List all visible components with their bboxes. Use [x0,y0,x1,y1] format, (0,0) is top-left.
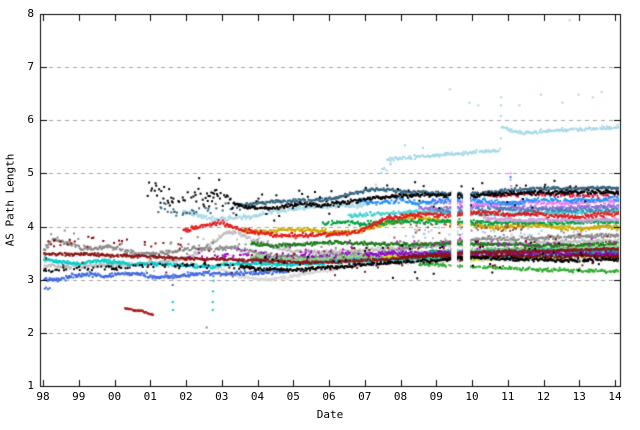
y-tick-label: 5 [27,166,34,180]
y-tick-label: 4 [27,219,34,233]
x-tick-label: 09 [429,390,443,403]
x-tick-label: 01 [143,390,157,403]
x-tick-label: 07 [358,390,372,403]
x-tick-label: 12 [536,390,551,403]
y-axis-title-text: AS Path Length [3,153,17,247]
x-tick-label: 98 [36,390,50,403]
x-tick-label: 10 [465,390,479,403]
x-tick-label: 06 [322,390,336,403]
y-tick-label: 6 [27,113,34,127]
x-tick-label: 11 [501,390,515,403]
y-tick-label: 8 [27,7,34,20]
y-tick-label: 1 [27,379,34,392]
x-tick-label: 99 [72,390,86,403]
x-tick-label: 02 [179,390,193,403]
y-tick-label: 2 [27,325,34,339]
y-tick-label: 3 [27,272,34,286]
y-tick-label: 7 [27,60,34,74]
x-tick-label: 14 [608,390,622,403]
x-tick-label: 04 [250,390,265,403]
x-tick-label: 05 [286,390,300,403]
x-tick-label: 08 [393,390,408,403]
x-tick-label: 03 [215,390,229,403]
x-axis-title: Date [316,408,344,421]
x-tick-label: 00 [107,390,122,403]
x-tick-label: 13 [572,390,586,403]
